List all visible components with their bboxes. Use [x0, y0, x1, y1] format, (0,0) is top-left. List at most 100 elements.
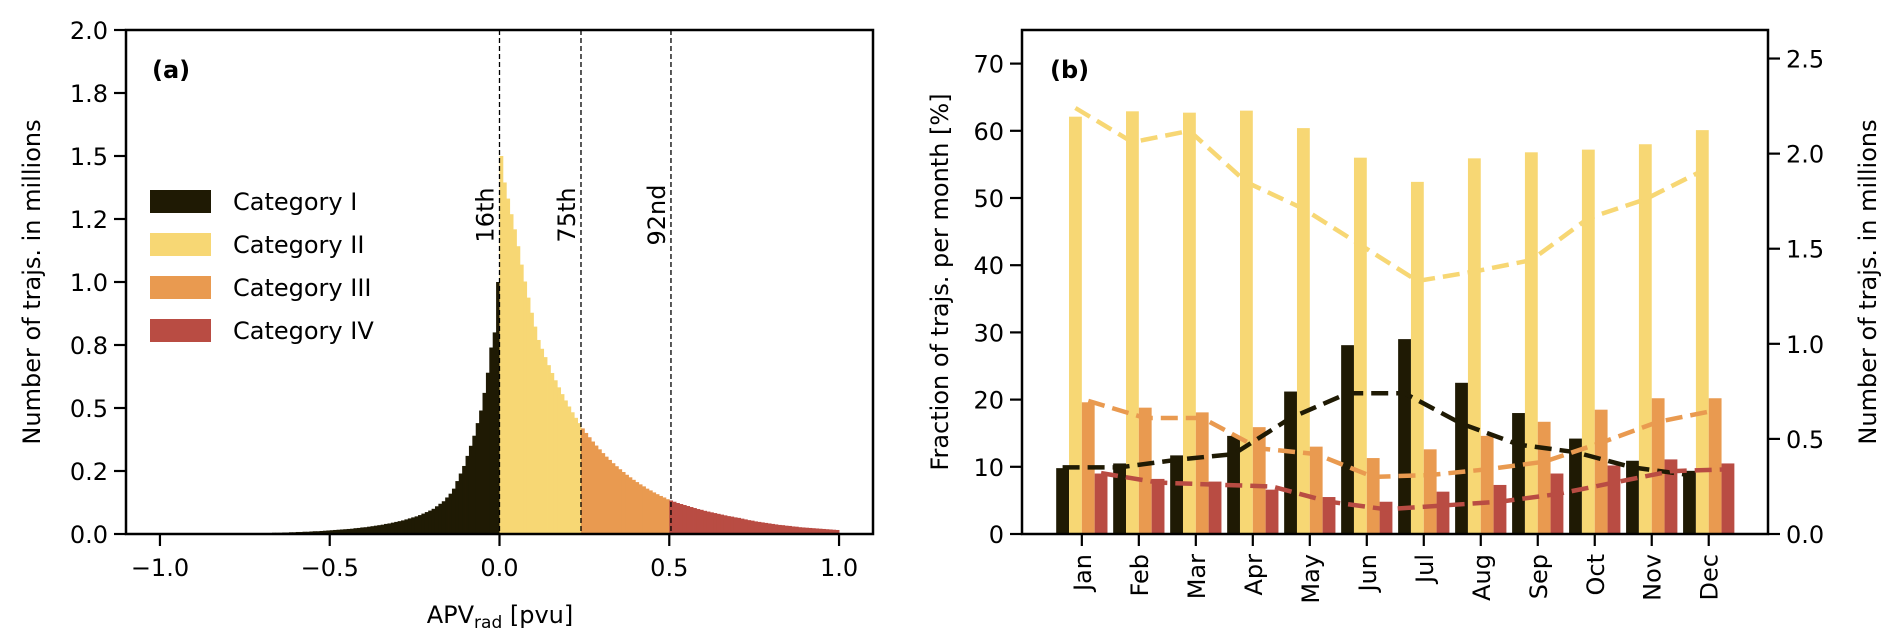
bar-category-ii-jul: [1410, 181, 1424, 534]
histogram-bin-category-i: [353, 528, 358, 534]
histogram-bin-category-iv: [696, 509, 701, 534]
histogram-bin-category-i: [455, 481, 460, 534]
right-y-tick-label: 0.5: [1786, 426, 1824, 454]
panel-b-label: (b): [1050, 56, 1089, 84]
histogram-bin-category-iii: [611, 463, 616, 534]
histogram-bin-category-i: [411, 517, 416, 534]
bar-category-i-may: [1284, 391, 1297, 534]
bar-category-iv-feb: [1151, 478, 1165, 534]
histogram-bin-category-i: [316, 531, 320, 534]
y-tick-label: 1.2: [70, 206, 108, 234]
histogram-bin-category-i: [390, 522, 395, 534]
histogram-bin-category-iv: [801, 527, 806, 534]
bar-category-i-mar: [1170, 455, 1183, 534]
month-label: Feb: [1126, 554, 1154, 597]
histogram-bin-category-iii: [621, 472, 626, 534]
x-tick-label: −0.5: [301, 554, 359, 582]
histogram-bin-category-iii: [655, 494, 660, 534]
histogram-bin-category-iv: [811, 528, 816, 534]
legend-swatch: [150, 319, 211, 342]
histogram-bin-category-iv: [710, 512, 714, 534]
panel-b-left-y-axis-label: Fraction of trajs. per month [%]: [926, 93, 954, 470]
histogram-bin-category-ii: [557, 387, 562, 534]
histogram-bin-category-iv: [706, 511, 711, 534]
histogram-bin-category-iii: [662, 497, 667, 534]
histogram-bin-category-ii: [553, 380, 558, 534]
bar-category-iv-mar: [1208, 481, 1222, 534]
bar-category-ii-sep: [1524, 152, 1538, 535]
month-label: Aug: [1468, 554, 1496, 601]
histogram-bin-category-ii: [564, 400, 568, 534]
histogram-bin-category-ii: [543, 357, 548, 534]
bar-category-i-sep: [1512, 413, 1525, 534]
histogram-bin-category-iii: [591, 441, 595, 534]
x-tick-label: −1.0: [131, 554, 189, 582]
bar-category-i-jan: [1056, 468, 1070, 534]
histogram-bin-category-ii: [536, 339, 541, 534]
y-tick-label: 1.8: [70, 80, 108, 108]
histogram-bin-category-iv: [822, 528, 826, 534]
histogram-bin-category-ii: [526, 297, 531, 534]
month-label: Mar: [1183, 554, 1211, 599]
histogram-bin-category-ii: [574, 417, 578, 534]
bar-category-iii-mar: [1195, 412, 1209, 534]
legend-label: Category I: [233, 188, 357, 216]
y-tick-label: 1.5: [70, 143, 108, 171]
histogram-bin-category-iv: [771, 523, 775, 534]
histogram-bin-category-i: [475, 423, 480, 534]
histogram-bin-category-i: [472, 435, 477, 534]
bar-category-ii-mar: [1183, 112, 1196, 534]
histogram-bin-category-i: [434, 506, 439, 534]
bar-category-iii-oct: [1594, 409, 1608, 534]
left-y-tick-label: 0: [989, 521, 1004, 549]
histogram-bin-category-i: [482, 392, 487, 534]
histogram-bin-category-i: [339, 529, 344, 534]
histogram-bin-category-i: [384, 523, 388, 534]
histogram-bin-category-iii: [638, 484, 643, 534]
month-label: Apr: [1240, 554, 1268, 596]
y-tick-label: 0.5: [70, 395, 108, 423]
histogram-bin-category-iv: [737, 517, 741, 534]
right-y-tick-label: 2.0: [1786, 141, 1824, 169]
histogram-bin-category-i: [438, 503, 443, 534]
histogram-bin-category-iv: [713, 513, 718, 534]
histogram-bin-category-iv: [808, 527, 813, 534]
y-tick-label: 0.8: [70, 332, 108, 360]
bar-category-iv-aug: [1493, 484, 1507, 534]
percentile-label: 16th: [472, 187, 500, 242]
x-label-unit: [pvu]: [502, 601, 573, 629]
bar-category-i-aug: [1455, 382, 1468, 534]
histogram-bin-category-i: [346, 528, 351, 534]
histogram-bin-category-ii: [530, 312, 534, 534]
bar-category-iv-nov: [1664, 459, 1678, 534]
histogram-bin-category-iv: [676, 503, 680, 534]
bar-category-iii-aug: [1480, 435, 1494, 534]
y-tick-label: 0.0: [70, 521, 108, 549]
histogram-bin-category-i: [343, 529, 348, 534]
bar-category-iv-apr: [1265, 489, 1279, 534]
legend-swatch: [150, 190, 211, 213]
panel-a-label: (a): [152, 56, 190, 84]
left-y-tick-label: 70: [973, 51, 1004, 79]
month-label: Jun: [1354, 554, 1382, 594]
bar-category-iii-apr: [1252, 427, 1266, 534]
histogram-bin-category-iii: [659, 495, 663, 534]
histogram-bin-category-i: [322, 530, 327, 534]
histogram-bin-category-i: [424, 512, 429, 534]
histogram-bin-category-iii: [635, 482, 640, 534]
histogram-bin-category-iii: [665, 499, 670, 534]
histogram-bin-category-iv: [672, 501, 677, 534]
histogram-bin-category-iv: [791, 526, 796, 534]
histogram-bin-category-i: [418, 515, 422, 534]
month-label: Jul: [1411, 554, 1439, 585]
histogram-bin-category-i: [431, 508, 436, 534]
bar-category-ii-dec: [1695, 130, 1709, 534]
month-label: Sep: [1525, 554, 1553, 599]
left-y-tick-label: 10: [973, 454, 1004, 482]
left-y-tick-label: 50: [973, 185, 1004, 213]
histogram-bin-category-iv: [720, 514, 724, 534]
bar-category-iii-dec: [1708, 398, 1722, 534]
left-y-tick-label: 40: [973, 252, 1004, 280]
histogram-bin-category-iv: [730, 516, 735, 534]
bar-category-ii-may: [1296, 128, 1310, 535]
